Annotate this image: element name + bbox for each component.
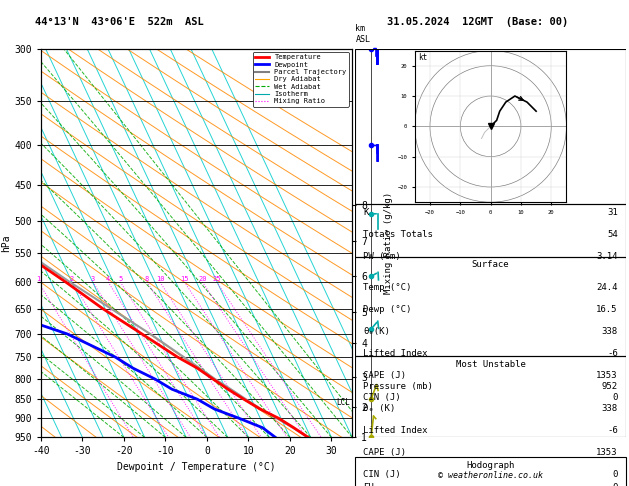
Text: 1: 1 <box>36 276 40 282</box>
Text: 24.4: 24.4 <box>596 283 618 292</box>
Text: -6: -6 <box>607 426 618 435</box>
Text: Most Unstable: Most Unstable <box>455 360 526 369</box>
Text: 10: 10 <box>156 276 164 282</box>
Text: 54: 54 <box>607 230 618 239</box>
Text: 15: 15 <box>180 276 189 282</box>
Bar <box>355 257 626 356</box>
Text: 1353: 1353 <box>596 371 618 381</box>
Text: 0: 0 <box>613 470 618 480</box>
Text: Totals Totals: Totals Totals <box>364 230 433 239</box>
Text: 25: 25 <box>213 276 221 282</box>
Text: 1353: 1353 <box>596 448 618 457</box>
Text: CIN (J): CIN (J) <box>364 394 401 402</box>
Text: Hodograph: Hodograph <box>467 461 515 470</box>
Text: 20: 20 <box>198 276 207 282</box>
Text: 338: 338 <box>601 404 618 413</box>
Text: © weatheronline.co.uk: © weatheronline.co.uk <box>438 470 543 480</box>
Text: θₑ (K): θₑ (K) <box>364 404 396 413</box>
Text: 44°13'N  43°06'E  522m  ASL: 44°13'N 43°06'E 522m ASL <box>35 17 204 27</box>
Text: K: K <box>364 208 369 217</box>
Text: 4: 4 <box>106 276 110 282</box>
Text: 8: 8 <box>145 276 149 282</box>
Bar <box>355 49 626 204</box>
Text: Lifted Index: Lifted Index <box>364 349 428 358</box>
Text: θₑ(K): θₑ(K) <box>364 327 391 336</box>
Bar <box>355 356 626 437</box>
Text: LCL: LCL <box>337 398 350 407</box>
Text: 3: 3 <box>91 276 95 282</box>
Legend: Temperature, Dewpoint, Parcel Trajectory, Dry Adiabat, Wet Adiabat, Isotherm, Mi: Temperature, Dewpoint, Parcel Trajectory… <box>253 52 348 106</box>
Text: 16.5: 16.5 <box>596 305 618 314</box>
Text: CAPE (J): CAPE (J) <box>364 448 406 457</box>
Y-axis label: hPa: hPa <box>1 234 11 252</box>
Text: Surface: Surface <box>472 260 509 270</box>
Text: 952: 952 <box>601 382 618 391</box>
Text: PW (cm): PW (cm) <box>364 252 401 261</box>
Text: 338: 338 <box>601 327 618 336</box>
Text: CAPE (J): CAPE (J) <box>364 371 406 381</box>
Text: Pressure (mb): Pressure (mb) <box>364 382 433 391</box>
Bar <box>355 457 626 486</box>
Text: 31.05.2024  12GMT  (Base: 00): 31.05.2024 12GMT (Base: 00) <box>387 17 569 27</box>
Text: 0: 0 <box>613 394 618 402</box>
Text: EH: EH <box>364 483 374 486</box>
Text: 2: 2 <box>70 276 74 282</box>
Bar <box>355 204 626 257</box>
Text: km
ASL: km ASL <box>355 24 370 44</box>
Text: 0: 0 <box>613 483 618 486</box>
Text: Lifted Index: Lifted Index <box>364 426 428 435</box>
Text: 3.14: 3.14 <box>596 252 618 261</box>
Text: 31: 31 <box>607 208 618 217</box>
Text: Mixing Ratio (g/kg): Mixing Ratio (g/kg) <box>384 192 393 294</box>
Text: Dewp (°C): Dewp (°C) <box>364 305 412 314</box>
Text: CIN (J): CIN (J) <box>364 470 401 480</box>
X-axis label: Dewpoint / Temperature (°C): Dewpoint / Temperature (°C) <box>117 462 276 472</box>
Text: Temp (°C): Temp (°C) <box>364 283 412 292</box>
Text: 5: 5 <box>118 276 123 282</box>
Text: -6: -6 <box>607 349 618 358</box>
